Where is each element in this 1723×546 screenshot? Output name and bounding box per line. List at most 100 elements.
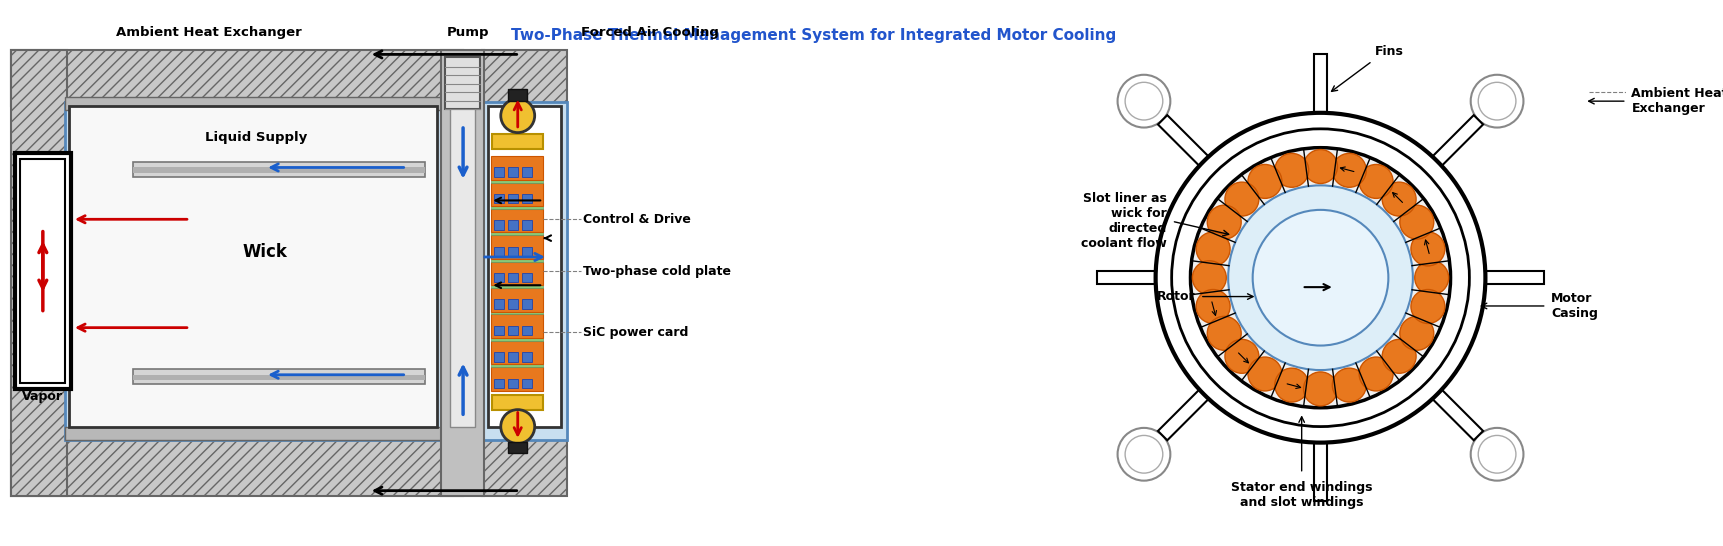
- Circle shape: [1477, 435, 1515, 473]
- Circle shape: [1154, 113, 1485, 443]
- Bar: [508, 194, 517, 203]
- Bar: [491, 338, 543, 341]
- Text: Liquid Supply: Liquid Supply: [205, 131, 307, 144]
- Text: Forced Air Cooling: Forced Air Cooling: [581, 26, 718, 39]
- Circle shape: [1273, 368, 1308, 402]
- Bar: [10, 50, 463, 106]
- Bar: [491, 262, 543, 285]
- Circle shape: [1247, 164, 1282, 198]
- Text: Two-phase cold plate: Two-phase cold plate: [582, 265, 731, 277]
- Bar: [133, 168, 426, 173]
- Circle shape: [1206, 205, 1241, 239]
- Circle shape: [1399, 205, 1434, 239]
- Bar: [493, 134, 543, 149]
- Polygon shape: [1096, 271, 1154, 284]
- Polygon shape: [1158, 390, 1208, 440]
- Circle shape: [1399, 316, 1434, 351]
- Circle shape: [1227, 186, 1413, 370]
- Bar: [14, 153, 71, 389]
- Bar: [445, 57, 479, 109]
- Bar: [495, 247, 503, 256]
- Circle shape: [1225, 340, 1258, 373]
- Bar: [450, 106, 476, 426]
- Bar: [69, 106, 436, 426]
- Circle shape: [1192, 261, 1225, 295]
- Bar: [508, 299, 517, 309]
- Circle shape: [1415, 261, 1447, 295]
- Bar: [488, 106, 560, 426]
- Circle shape: [1247, 357, 1282, 391]
- Bar: [133, 375, 426, 381]
- Polygon shape: [1313, 55, 1327, 113]
- Bar: [522, 378, 532, 388]
- Text: Slot liner as
wick for
directed
coolant flow: Slot liner as wick for directed coolant …: [1080, 192, 1166, 250]
- Polygon shape: [1158, 115, 1208, 166]
- Bar: [495, 273, 503, 282]
- Circle shape: [1303, 150, 1337, 183]
- Bar: [133, 162, 426, 177]
- Bar: [491, 235, 543, 259]
- Bar: [491, 156, 543, 180]
- Circle shape: [1206, 316, 1241, 351]
- Circle shape: [1409, 232, 1444, 266]
- Bar: [491, 180, 543, 182]
- Bar: [522, 168, 532, 177]
- Circle shape: [1382, 182, 1415, 216]
- Text: Ambient Heat
Exchanger: Ambient Heat Exchanger: [1630, 87, 1723, 115]
- Bar: [508, 89, 527, 100]
- Bar: [508, 168, 517, 177]
- Bar: [508, 220, 517, 230]
- Circle shape: [1273, 153, 1308, 187]
- Bar: [522, 352, 532, 361]
- Circle shape: [1225, 182, 1258, 216]
- Bar: [495, 194, 503, 203]
- Circle shape: [1409, 289, 1444, 323]
- Bar: [10, 50, 67, 496]
- Bar: [522, 273, 532, 282]
- Bar: [495, 352, 503, 361]
- Text: SiC power card: SiC power card: [582, 326, 687, 339]
- Bar: [495, 326, 503, 335]
- Circle shape: [1358, 357, 1392, 391]
- Circle shape: [1191, 147, 1449, 408]
- Bar: [482, 103, 567, 440]
- Bar: [522, 194, 532, 203]
- Bar: [495, 220, 503, 230]
- Bar: [491, 312, 543, 314]
- Circle shape: [1125, 82, 1161, 120]
- Bar: [441, 50, 484, 496]
- Circle shape: [1470, 75, 1523, 128]
- Bar: [495, 378, 503, 388]
- Text: Stator end windings
and slot windings: Stator end windings and slot windings: [1230, 481, 1372, 509]
- Bar: [10, 440, 463, 496]
- Text: Control & Drive: Control & Drive: [582, 213, 691, 226]
- Circle shape: [1196, 232, 1230, 266]
- Text: Vapor: Vapor: [22, 390, 64, 403]
- Text: Fins: Fins: [1375, 45, 1403, 58]
- Circle shape: [1172, 129, 1468, 426]
- Bar: [491, 364, 543, 367]
- Bar: [508, 247, 517, 256]
- Bar: [508, 352, 517, 361]
- Bar: [133, 369, 426, 384]
- Bar: [482, 50, 567, 106]
- Bar: [493, 395, 543, 410]
- Bar: [522, 326, 532, 335]
- Bar: [495, 168, 503, 177]
- Polygon shape: [1432, 390, 1482, 440]
- Bar: [65, 426, 443, 440]
- Bar: [495, 299, 503, 309]
- Bar: [508, 442, 527, 453]
- Circle shape: [1117, 428, 1170, 480]
- Circle shape: [1196, 289, 1230, 323]
- Bar: [491, 259, 543, 262]
- Bar: [482, 440, 567, 496]
- Text: Rotor: Rotor: [1156, 290, 1194, 303]
- Bar: [491, 209, 543, 233]
- Circle shape: [1382, 340, 1415, 373]
- Circle shape: [1332, 153, 1365, 187]
- Bar: [491, 285, 543, 288]
- Bar: [491, 341, 543, 364]
- Text: Wick: Wick: [243, 244, 288, 262]
- Circle shape: [1470, 428, 1523, 480]
